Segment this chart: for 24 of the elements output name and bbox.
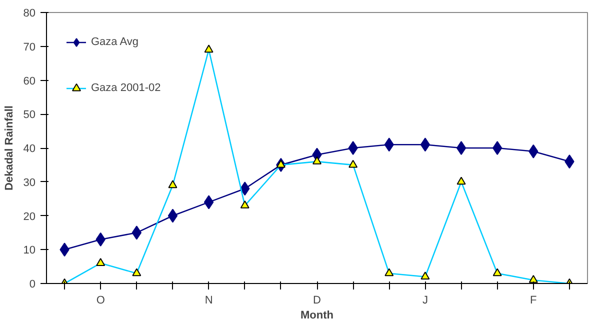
point [204, 195, 214, 210]
y-tick-label: 40 [23, 143, 36, 155]
x-tick-label: F [530, 294, 538, 306]
legend-label: Gaza 2001-02 [91, 82, 161, 94]
y-tick-label: 10 [23, 244, 36, 257]
legend-label: Gaza Avg [91, 36, 138, 48]
point [492, 141, 502, 155]
y-tick-label: 50 [23, 109, 36, 122]
y-axis-title: Dekadal Rainfall [3, 106, 16, 190]
x-tick-label: J [422, 294, 428, 306]
x-tick-label: N [204, 294, 213, 306]
y-tick-label: 30 [23, 176, 36, 189]
x-tick-label: O [96, 294, 106, 306]
point [456, 141, 466, 155]
y-tick-label: 20 [23, 210, 36, 223]
point [168, 208, 178, 223]
point [420, 138, 430, 152]
point [348, 141, 358, 155]
x-axis-title: Month [300, 310, 334, 322]
y-tick-label: 60 [23, 75, 36, 88]
y-tick-label: 0 [29, 278, 36, 290]
y-tick-label: 80 [23, 8, 36, 20]
x-tick-label: D [313, 294, 322, 306]
y-tick-label: 70 [23, 41, 36, 54]
